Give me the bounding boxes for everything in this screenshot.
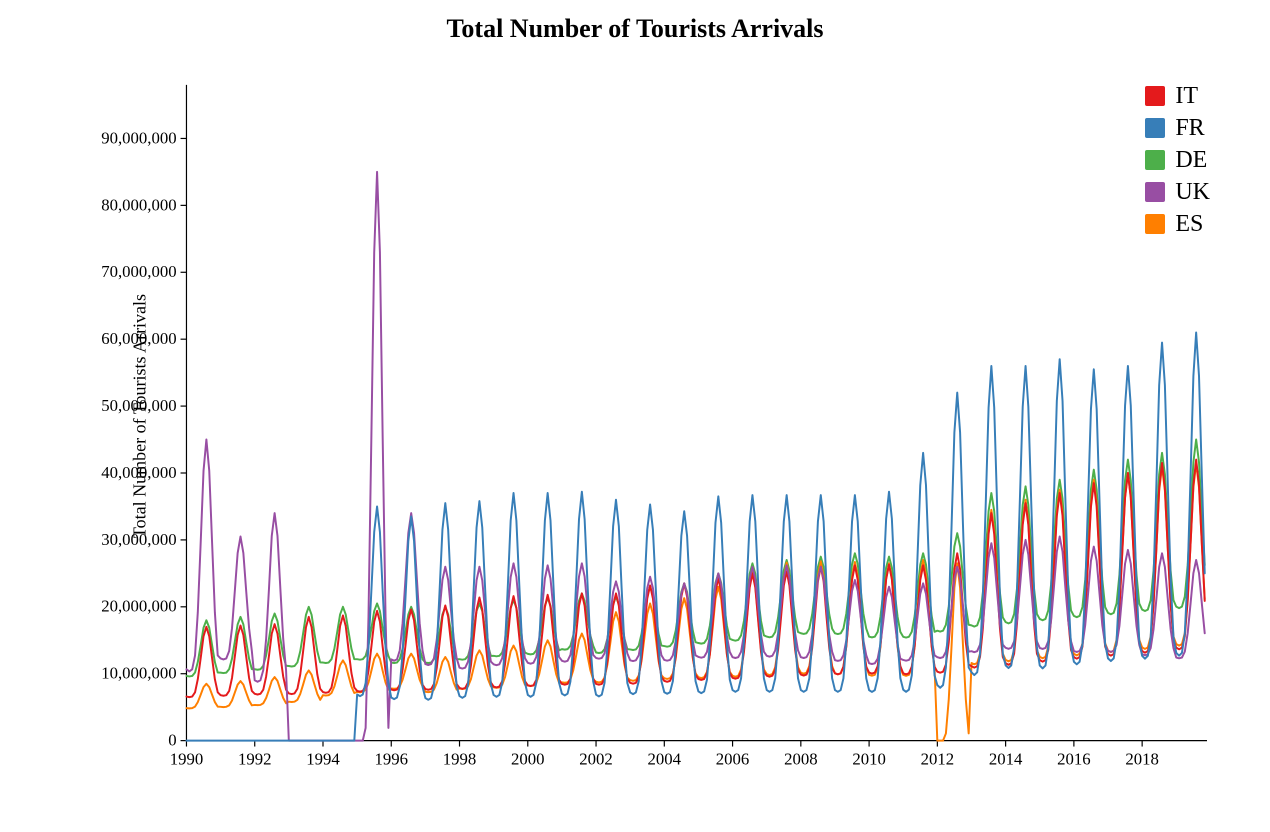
- legend-item-it: IT: [1145, 80, 1210, 112]
- x-tick-label: 2006: [716, 749, 750, 768]
- legend-label: UK: [1175, 179, 1210, 206]
- legend-label: FR: [1175, 115, 1204, 142]
- legend-swatch: [1145, 182, 1165, 202]
- x-tick-label: 2012: [921, 749, 955, 768]
- y-tick-label: 20,000,000: [101, 597, 176, 616]
- legend-swatch: [1145, 214, 1165, 234]
- x-tick-label: 2010: [852, 749, 886, 768]
- x-tick-label: 2016: [1057, 749, 1091, 768]
- legend-swatch: [1145, 118, 1165, 138]
- chart-container: Total Number of Tourists Arrivals Total …: [0, 0, 1270, 832]
- y-tick-label: 80,000,000: [101, 195, 176, 214]
- chart-title: Total Number of Tourists Arrivals: [0, 14, 1270, 44]
- x-tick-label: 2014: [989, 749, 1023, 768]
- x-tick-label: 2018: [1125, 749, 1159, 768]
- x-tick-label: 2002: [579, 749, 613, 768]
- y-tick-label: 30,000,000: [101, 530, 176, 549]
- chart-plot-area: 0 10,000,000 20,000,000 30,000,000 40,000,00…: [60, 80, 1225, 785]
- y-tick-label: 90,000,000: [101, 128, 176, 147]
- x-tick-label: 1996: [375, 749, 409, 768]
- legend-swatch: [1145, 150, 1165, 170]
- x-tick-label: 2008: [784, 749, 818, 768]
- y-tick-label: 10,000,000: [101, 664, 176, 683]
- series-uk: [186, 172, 1204, 741]
- chart-legend: IT FR DE UK ES: [1145, 80, 1210, 240]
- y-tick-label: 40,000,000: [101, 463, 176, 482]
- y-tick-label: 60,000,000: [101, 329, 176, 348]
- legend-item-fr: FR: [1145, 112, 1210, 144]
- y-tick-label: 50,000,000: [101, 396, 176, 415]
- legend-item-de: DE: [1145, 144, 1210, 176]
- x-tick-label: 2000: [511, 749, 544, 768]
- x-tick-label: 1994: [306, 749, 340, 768]
- x-tick-label: 1998: [443, 749, 477, 768]
- x-tick-label: 1992: [238, 749, 271, 768]
- legend-label: ES: [1175, 211, 1203, 238]
- series-fr: [186, 333, 1204, 741]
- y-tick-label: 70,000,000: [101, 262, 176, 281]
- legend-item-uk: UK: [1145, 176, 1210, 208]
- x-tick-label: 1990: [170, 749, 204, 768]
- legend-item-es: ES: [1145, 208, 1210, 240]
- legend-label: IT: [1175, 83, 1198, 110]
- y-tick-label: 0: [168, 731, 176, 750]
- x-tick-label: 2004: [648, 749, 682, 768]
- legend-label: DE: [1175, 147, 1207, 174]
- legend-swatch: [1145, 86, 1165, 106]
